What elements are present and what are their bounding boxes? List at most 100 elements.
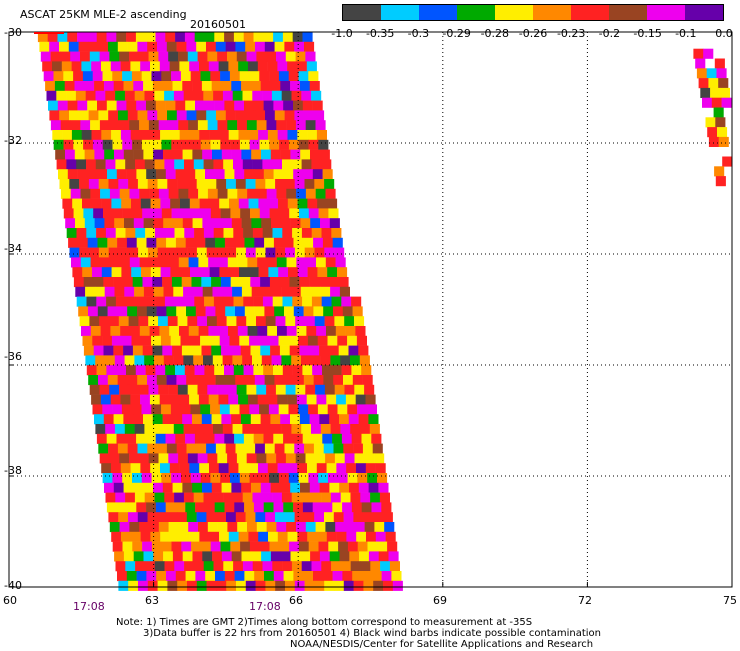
- heatmap-cell: [220, 208, 231, 219]
- heatmap-cell: [716, 68, 727, 79]
- heatmap-cell: [156, 571, 167, 582]
- heatmap-cell: [93, 277, 104, 288]
- heatmap-cell: [106, 296, 117, 307]
- heatmap-cell: [122, 71, 133, 82]
- heatmap-cell: [249, 71, 260, 82]
- heatmap-cell: [241, 482, 252, 493]
- heatmap-cell: [129, 188, 140, 199]
- heatmap-cell: [339, 286, 350, 297]
- heatmap-cell: [208, 326, 219, 337]
- colorbar-swatch: [495, 5, 533, 20]
- heatmap-cell: [341, 433, 352, 444]
- heatmap-cell: [119, 522, 130, 533]
- heatmap-cell: [343, 375, 354, 386]
- heatmap-cell: [297, 61, 308, 72]
- heatmap-cell: [253, 433, 264, 444]
- heatmap-cell: [718, 136, 729, 147]
- heatmap-cell: [258, 198, 269, 209]
- heatmap-cell: [191, 277, 202, 288]
- heatmap-cell: [126, 433, 137, 444]
- heatmap-cell: [79, 247, 90, 258]
- heatmap-cell: [255, 247, 266, 258]
- heatmap-cell: [257, 257, 268, 268]
- heatmap-cell: [128, 384, 139, 395]
- heatmap-cell: [305, 51, 316, 62]
- heatmap-cell: [276, 257, 287, 268]
- heatmap-cell: [106, 433, 117, 444]
- heatmap-cell: [303, 237, 314, 248]
- heatmap-cell: [221, 482, 232, 493]
- heatmap-cell: [329, 482, 340, 493]
- heatmap-cell: [228, 531, 239, 542]
- heatmap-cell: [136, 433, 147, 444]
- heatmap-cell: [126, 169, 137, 180]
- heatmap-cell: [327, 198, 338, 209]
- heatmap-cell: [305, 384, 316, 395]
- heatmap-cell: [277, 326, 288, 337]
- heatmap-cell: [96, 433, 107, 444]
- heatmap-cell: [700, 87, 711, 98]
- heatmap-cell: [273, 169, 284, 180]
- heatmap-cell: [134, 286, 145, 297]
- heatmap-cell: [117, 375, 128, 386]
- colorbar-tick-label: -0.26: [518, 27, 548, 40]
- heatmap-cell: [49, 41, 60, 52]
- heatmap-cell: [320, 286, 331, 297]
- heatmap-cell: [131, 267, 142, 278]
- heatmap-cell: [129, 522, 140, 533]
- heatmap-cell: [357, 473, 368, 484]
- heatmap-cell: [152, 345, 163, 356]
- heatmap-cell: [342, 502, 353, 513]
- heatmap-cell: [206, 179, 217, 190]
- heatmap-cell: [158, 453, 169, 464]
- heatmap-cell: [315, 188, 326, 199]
- heatmap-cell: [316, 326, 327, 337]
- heatmap-cell: [147, 179, 158, 190]
- heatmap-cell: [706, 68, 717, 79]
- heatmap-cell: [353, 512, 364, 523]
- heatmap-cell: [293, 237, 304, 248]
- heatmap-cell: [81, 61, 92, 72]
- y-tick-label-5: -38: [4, 464, 22, 477]
- heatmap-cell: [191, 541, 202, 552]
- heatmap-cell: [223, 159, 234, 170]
- heatmap-cell: [289, 345, 300, 356]
- heatmap-cell: [199, 531, 210, 542]
- heatmap-cell: [329, 414, 340, 425]
- heatmap-cell: [389, 561, 400, 572]
- map-title: ASCAT 25KM MLE-2 ascending: [20, 8, 187, 21]
- heatmap-cell: [128, 316, 139, 327]
- heatmap-cell: [241, 414, 252, 425]
- heatmap-cell: [354, 522, 365, 533]
- heatmap-cell: [166, 571, 177, 582]
- heatmap-cell: [165, 32, 176, 43]
- heatmap-cell: [124, 286, 135, 297]
- heatmap-cell: [323, 443, 334, 454]
- heatmap-cell: [189, 394, 200, 405]
- heatmap-cell: [224, 32, 235, 43]
- heatmap-cell: [181, 541, 192, 552]
- heatmap-cell: [322, 169, 333, 180]
- heatmap-cell: [267, 394, 278, 405]
- heatmap-cell: [366, 531, 377, 542]
- heatmap-cell: [298, 335, 309, 346]
- note-line-2: 3)Data buffer is 22 hrs from 20160501 4)…: [143, 628, 601, 639]
- heatmap-cell: [172, 414, 183, 425]
- heatmap-cell: [152, 277, 163, 288]
- heatmap-cell: [71, 257, 82, 268]
- heatmap-cell: [234, 502, 245, 513]
- heatmap-cell: [188, 257, 199, 268]
- heatmap-cell: [275, 316, 286, 327]
- heatmap-cell: [121, 335, 132, 346]
- heatmap-cell: [212, 355, 223, 366]
- heatmap-cell: [246, 51, 257, 62]
- heatmap-cell: [330, 286, 341, 297]
- heatmap-cell: [283, 237, 294, 248]
- heatmap-cell: [371, 433, 382, 444]
- heatmap-cell: [105, 355, 116, 366]
- heatmap-cell: [192, 551, 203, 562]
- heatmap-cell: [302, 433, 313, 444]
- heatmap-cell: [84, 81, 95, 92]
- heatmap-cell: [219, 267, 230, 278]
